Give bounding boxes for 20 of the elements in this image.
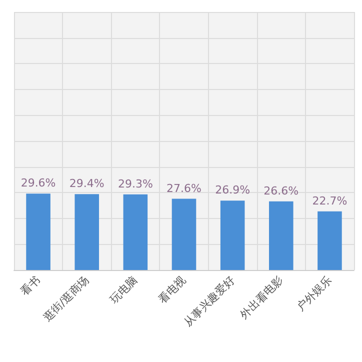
- x-tick-label: 看电视: [156, 273, 189, 306]
- bar: [220, 200, 245, 270]
- data-label: 26.9%: [215, 184, 250, 197]
- x-tick-label: 户外娱乐: [294, 273, 334, 314]
- bar: [318, 211, 342, 270]
- data-label: 29.4%: [69, 177, 104, 190]
- bar: [123, 194, 148, 270]
- data-label: 26.6%: [264, 184, 299, 198]
- x-tick-label: 逛街/逛商场: [40, 273, 92, 324]
- x-tick-label: 外出看电影: [238, 273, 286, 322]
- bar: [26, 194, 50, 270]
- data-label: 29.3%: [118, 177, 153, 190]
- x-tick-label: 看书: [18, 273, 43, 298]
- data-label: 29.6%: [20, 176, 56, 190]
- bar: [172, 198, 196, 270]
- bar: [74, 194, 99, 270]
- data-label: 22.7%: [312, 194, 348, 208]
- bar: [269, 201, 294, 270]
- x-tick-label: 玩电脑: [108, 273, 140, 306]
- data-label: 27.6%: [166, 182, 202, 195]
